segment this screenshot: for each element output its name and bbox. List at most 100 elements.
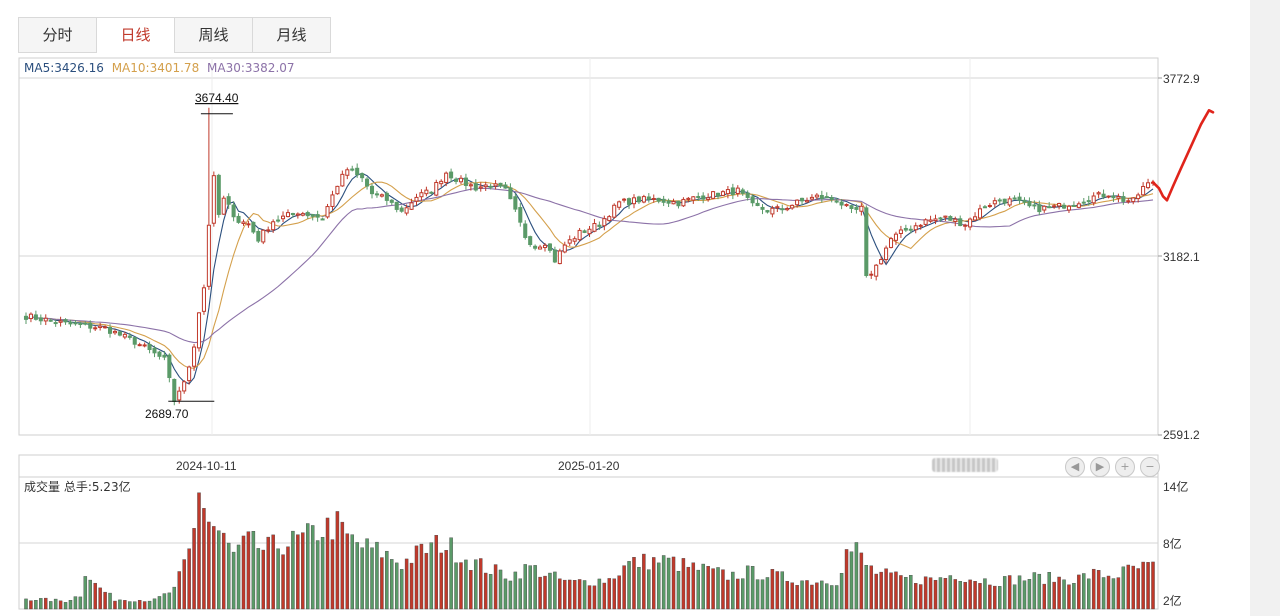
tab-monthly[interactable]: 月线 <box>276 26 307 44</box>
candle-body <box>350 168 355 171</box>
volume-bar <box>1017 575 1022 610</box>
candle-body <box>285 212 291 218</box>
volume-tick-label: 2亿 <box>1163 593 1182 608</box>
volume-bar <box>152 598 157 610</box>
volume-bar <box>558 578 562 610</box>
volume-bar <box>93 582 97 610</box>
candle-body <box>720 191 725 196</box>
candle-body <box>770 207 775 215</box>
volume-bar <box>1052 581 1056 610</box>
volume-bar <box>68 600 73 610</box>
volume-bar <box>617 575 621 610</box>
volume-bar <box>958 581 962 610</box>
candle-body <box>651 198 656 201</box>
candle-body <box>167 354 172 379</box>
volume-bar <box>1022 580 1027 610</box>
volume-bar <box>973 581 977 610</box>
volume-bar <box>449 537 453 610</box>
candle-body <box>43 317 48 322</box>
scroll-left-icon[interactable]: ◀ <box>1065 457 1085 477</box>
candle-body <box>394 201 399 210</box>
candle-body <box>73 322 78 325</box>
candle-body <box>58 320 63 323</box>
candle-body <box>547 243 552 251</box>
volume-bar <box>325 517 330 610</box>
candle-body <box>542 244 548 249</box>
low-annotation: 2689.70 <box>145 407 189 421</box>
volume-bar <box>53 598 58 610</box>
volume-bar <box>1032 572 1037 610</box>
volume-bar <box>938 577 943 610</box>
volume-bar <box>721 569 725 610</box>
volume-bar <box>612 578 616 610</box>
candle-body <box>1131 197 1136 203</box>
candle-body <box>740 189 745 194</box>
candle-body <box>745 192 750 198</box>
volume-bar <box>869 565 873 610</box>
candle-body <box>572 238 577 242</box>
volume-bar <box>1091 568 1096 610</box>
volume-bar <box>434 535 438 610</box>
tab-weekly[interactable]: 周线 <box>175 18 253 52</box>
candle-body <box>192 346 197 367</box>
zoom-in-icon[interactable]: + <box>1115 457 1135 477</box>
candle-body <box>691 196 696 201</box>
volume-bar <box>48 601 53 610</box>
volume-bar <box>137 600 142 610</box>
volume-bar <box>681 558 686 610</box>
candle-body <box>271 221 276 231</box>
candle-body <box>636 196 641 203</box>
candle-body <box>775 206 780 209</box>
volume-bar <box>355 542 359 610</box>
volume-bar <box>741 578 745 610</box>
candle-body <box>701 195 706 200</box>
volume-bar <box>474 559 478 610</box>
candle-body <box>23 315 29 320</box>
candle-body <box>384 192 389 201</box>
candle-body <box>1116 196 1121 199</box>
volume-bar <box>380 557 384 610</box>
candle-body <box>493 183 498 187</box>
volume-bar <box>236 544 241 610</box>
candle-body <box>918 224 923 227</box>
candle-body <box>419 192 424 198</box>
volume-bar <box>390 559 394 610</box>
scroll-right-icon[interactable]: ▶ <box>1090 457 1110 477</box>
candle-body <box>938 217 943 220</box>
kline-chart[interactable]: 3772.9 3182.1 2591.2 2024-10-11 2025-01-… <box>0 0 1250 616</box>
candle-body <box>147 343 152 351</box>
candle-body <box>449 171 454 179</box>
candle-body <box>226 196 231 205</box>
volume-bar <box>993 585 997 610</box>
volume-bar <box>647 569 651 610</box>
volume-bar <box>404 558 409 610</box>
volume-bar <box>923 576 928 610</box>
candle-body <box>864 207 869 276</box>
candle-body <box>908 228 913 231</box>
volume-bar <box>983 578 987 610</box>
candle-body <box>819 194 824 200</box>
candle-body <box>607 216 612 222</box>
volume-bar <box>296 534 300 610</box>
candle-body <box>458 177 464 183</box>
volume-bar <box>899 575 903 610</box>
volume-bar <box>918 584 923 610</box>
volume-bar <box>716 567 720 610</box>
page-scrollbar[interactable] <box>1250 0 1280 616</box>
candle-body <box>483 184 488 188</box>
candle-body <box>814 194 819 198</box>
candle-body <box>360 173 365 179</box>
volume-bar <box>409 562 414 610</box>
tab-daily[interactable]: 日线 <box>97 18 175 53</box>
tab-intraday[interactable]: 分时 <box>19 18 97 52</box>
volume-bar <box>736 578 740 610</box>
zoom-out-icon[interactable]: − <box>1140 457 1160 477</box>
axis-labels: 3772.9 3182.1 2591.2 2024-10-11 2025-01-… <box>145 72 1200 608</box>
volume-bar <box>834 585 839 610</box>
candle-body <box>631 197 637 205</box>
candle-body <box>562 244 567 253</box>
candle-body <box>157 351 162 357</box>
candle-body <box>256 230 261 242</box>
candle-body <box>231 204 236 218</box>
candle-body <box>429 191 434 194</box>
